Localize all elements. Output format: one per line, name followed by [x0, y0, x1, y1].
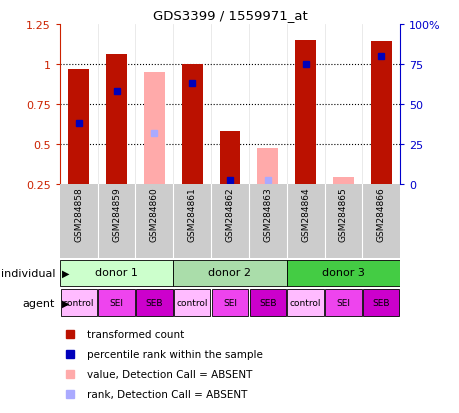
- Text: SEB: SEB: [146, 298, 163, 307]
- Bar: [286, 260, 399, 287]
- Text: GSM284860: GSM284860: [150, 186, 158, 241]
- Text: donor 1: donor 1: [95, 268, 138, 278]
- Text: GSM284866: GSM284866: [376, 186, 385, 241]
- Bar: [144, 73, 164, 184]
- Text: transformed count: transformed count: [87, 330, 184, 339]
- Text: control: control: [176, 298, 207, 307]
- Text: SEB: SEB: [258, 298, 276, 307]
- Text: GSM284864: GSM284864: [301, 186, 309, 241]
- Text: agent: agent: [23, 298, 55, 308]
- Bar: [295, 41, 315, 184]
- Text: SEI: SEI: [336, 298, 350, 307]
- Text: SEB: SEB: [372, 298, 389, 307]
- Text: GSM284859: GSM284859: [112, 186, 121, 241]
- Bar: [61, 290, 97, 316]
- Bar: [136, 290, 172, 316]
- Text: ▶: ▶: [62, 268, 69, 278]
- Bar: [181, 64, 202, 184]
- Bar: [174, 290, 210, 316]
- Bar: [370, 42, 391, 184]
- Bar: [106, 55, 127, 184]
- Text: GSM284863: GSM284863: [263, 186, 272, 241]
- Text: control: control: [63, 298, 94, 307]
- Text: individual: individual: [1, 268, 55, 278]
- Bar: [362, 290, 398, 316]
- Bar: [219, 132, 240, 184]
- Text: SEI: SEI: [109, 298, 123, 307]
- Bar: [332, 178, 353, 184]
- Text: SEI: SEI: [223, 298, 236, 307]
- Text: GSM284865: GSM284865: [338, 186, 347, 241]
- Text: ▶: ▶: [62, 298, 69, 308]
- Text: control: control: [289, 298, 321, 307]
- Bar: [212, 290, 247, 316]
- Text: percentile rank within the sample: percentile rank within the sample: [87, 349, 263, 359]
- Text: donor 2: donor 2: [208, 268, 251, 278]
- Title: GDS3399 / 1559971_at: GDS3399 / 1559971_at: [152, 9, 307, 22]
- Bar: [249, 290, 285, 316]
- Bar: [60, 260, 173, 287]
- Text: donor 3: donor 3: [321, 268, 364, 278]
- Text: rank, Detection Call = ABSENT: rank, Detection Call = ABSENT: [87, 389, 247, 399]
- Text: GSM284858: GSM284858: [74, 186, 83, 241]
- Bar: [287, 290, 323, 316]
- Bar: [325, 290, 361, 316]
- Bar: [173, 260, 286, 287]
- Text: GSM284861: GSM284861: [187, 186, 196, 241]
- Text: value, Detection Call = ABSENT: value, Detection Call = ABSENT: [87, 369, 252, 379]
- Bar: [257, 149, 278, 184]
- Text: GSM284862: GSM284862: [225, 186, 234, 241]
- Bar: [68, 69, 89, 184]
- Bar: [98, 290, 134, 316]
